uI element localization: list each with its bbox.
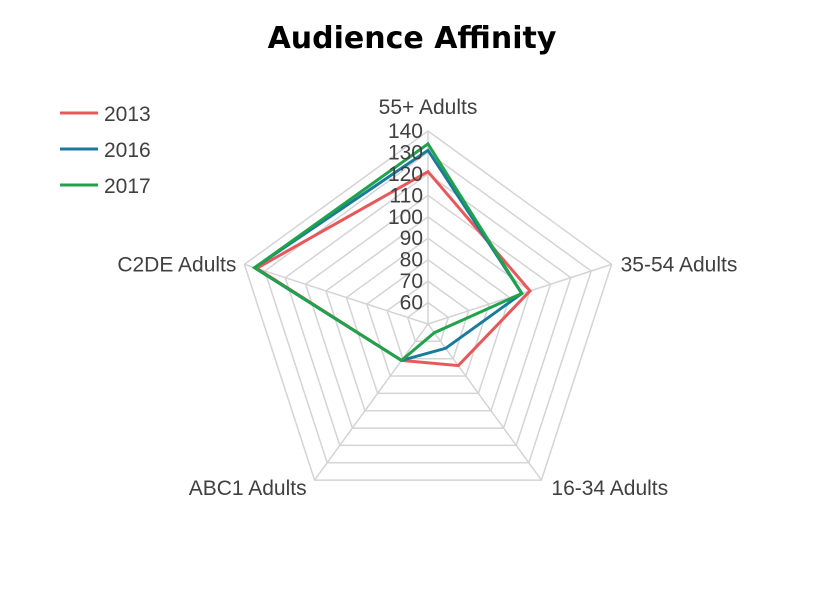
- radial-tick-label: 80: [400, 249, 423, 272]
- chart-title: Audience Affinity: [268, 21, 557, 56]
- grid-ring: [304, 194, 552, 429]
- legend-label: 2017: [104, 175, 151, 198]
- category-label: C2DE Adults: [117, 253, 236, 276]
- category-label-layer: 55+ Adults 35-54 Adults 16-34 Adults ABC1 A…: [117, 96, 737, 500]
- grid-ring: [406, 301, 450, 343]
- radial-tick-label: 100: [388, 206, 423, 229]
- radial-tick-label: 130: [388, 141, 423, 164]
- radial-tick-label: 110: [390, 184, 423, 207]
- legend-label: 2016: [104, 139, 151, 162]
- axis-spoke: [313, 323, 429, 481]
- radial-tick-label: 60: [400, 292, 423, 315]
- grid-ring: [263, 151, 593, 464]
- category-label: ABC1 Adults: [189, 477, 307, 500]
- category-label: 35-54 Adults: [621, 253, 738, 276]
- grid-layer: [243, 130, 613, 481]
- category-label: 16-34 Adults: [551, 477, 668, 500]
- grid-ring: [284, 172, 572, 447]
- radial-tick-label: 120: [388, 163, 423, 186]
- radial-tick-label: 70: [400, 270, 423, 293]
- series-layer: [251, 141, 533, 368]
- radial-tick-label: 140: [388, 120, 423, 143]
- grid-ring: [243, 130, 613, 481]
- grid-ring: [386, 280, 470, 360]
- legend-label: 2013: [104, 103, 151, 126]
- category-label: 55+ Adults: [379, 96, 478, 119]
- series-line-2017: [251, 141, 524, 363]
- series-line-2013: [253, 169, 533, 368]
- grid-ring: [345, 237, 511, 395]
- axis-spoke: [244, 263, 429, 325]
- grid-ring: [365, 258, 491, 377]
- axis-spoke: [427, 323, 543, 481]
- legend: 2013 2016 2017: [60, 103, 151, 198]
- radial-tick-label: 90: [400, 227, 423, 250]
